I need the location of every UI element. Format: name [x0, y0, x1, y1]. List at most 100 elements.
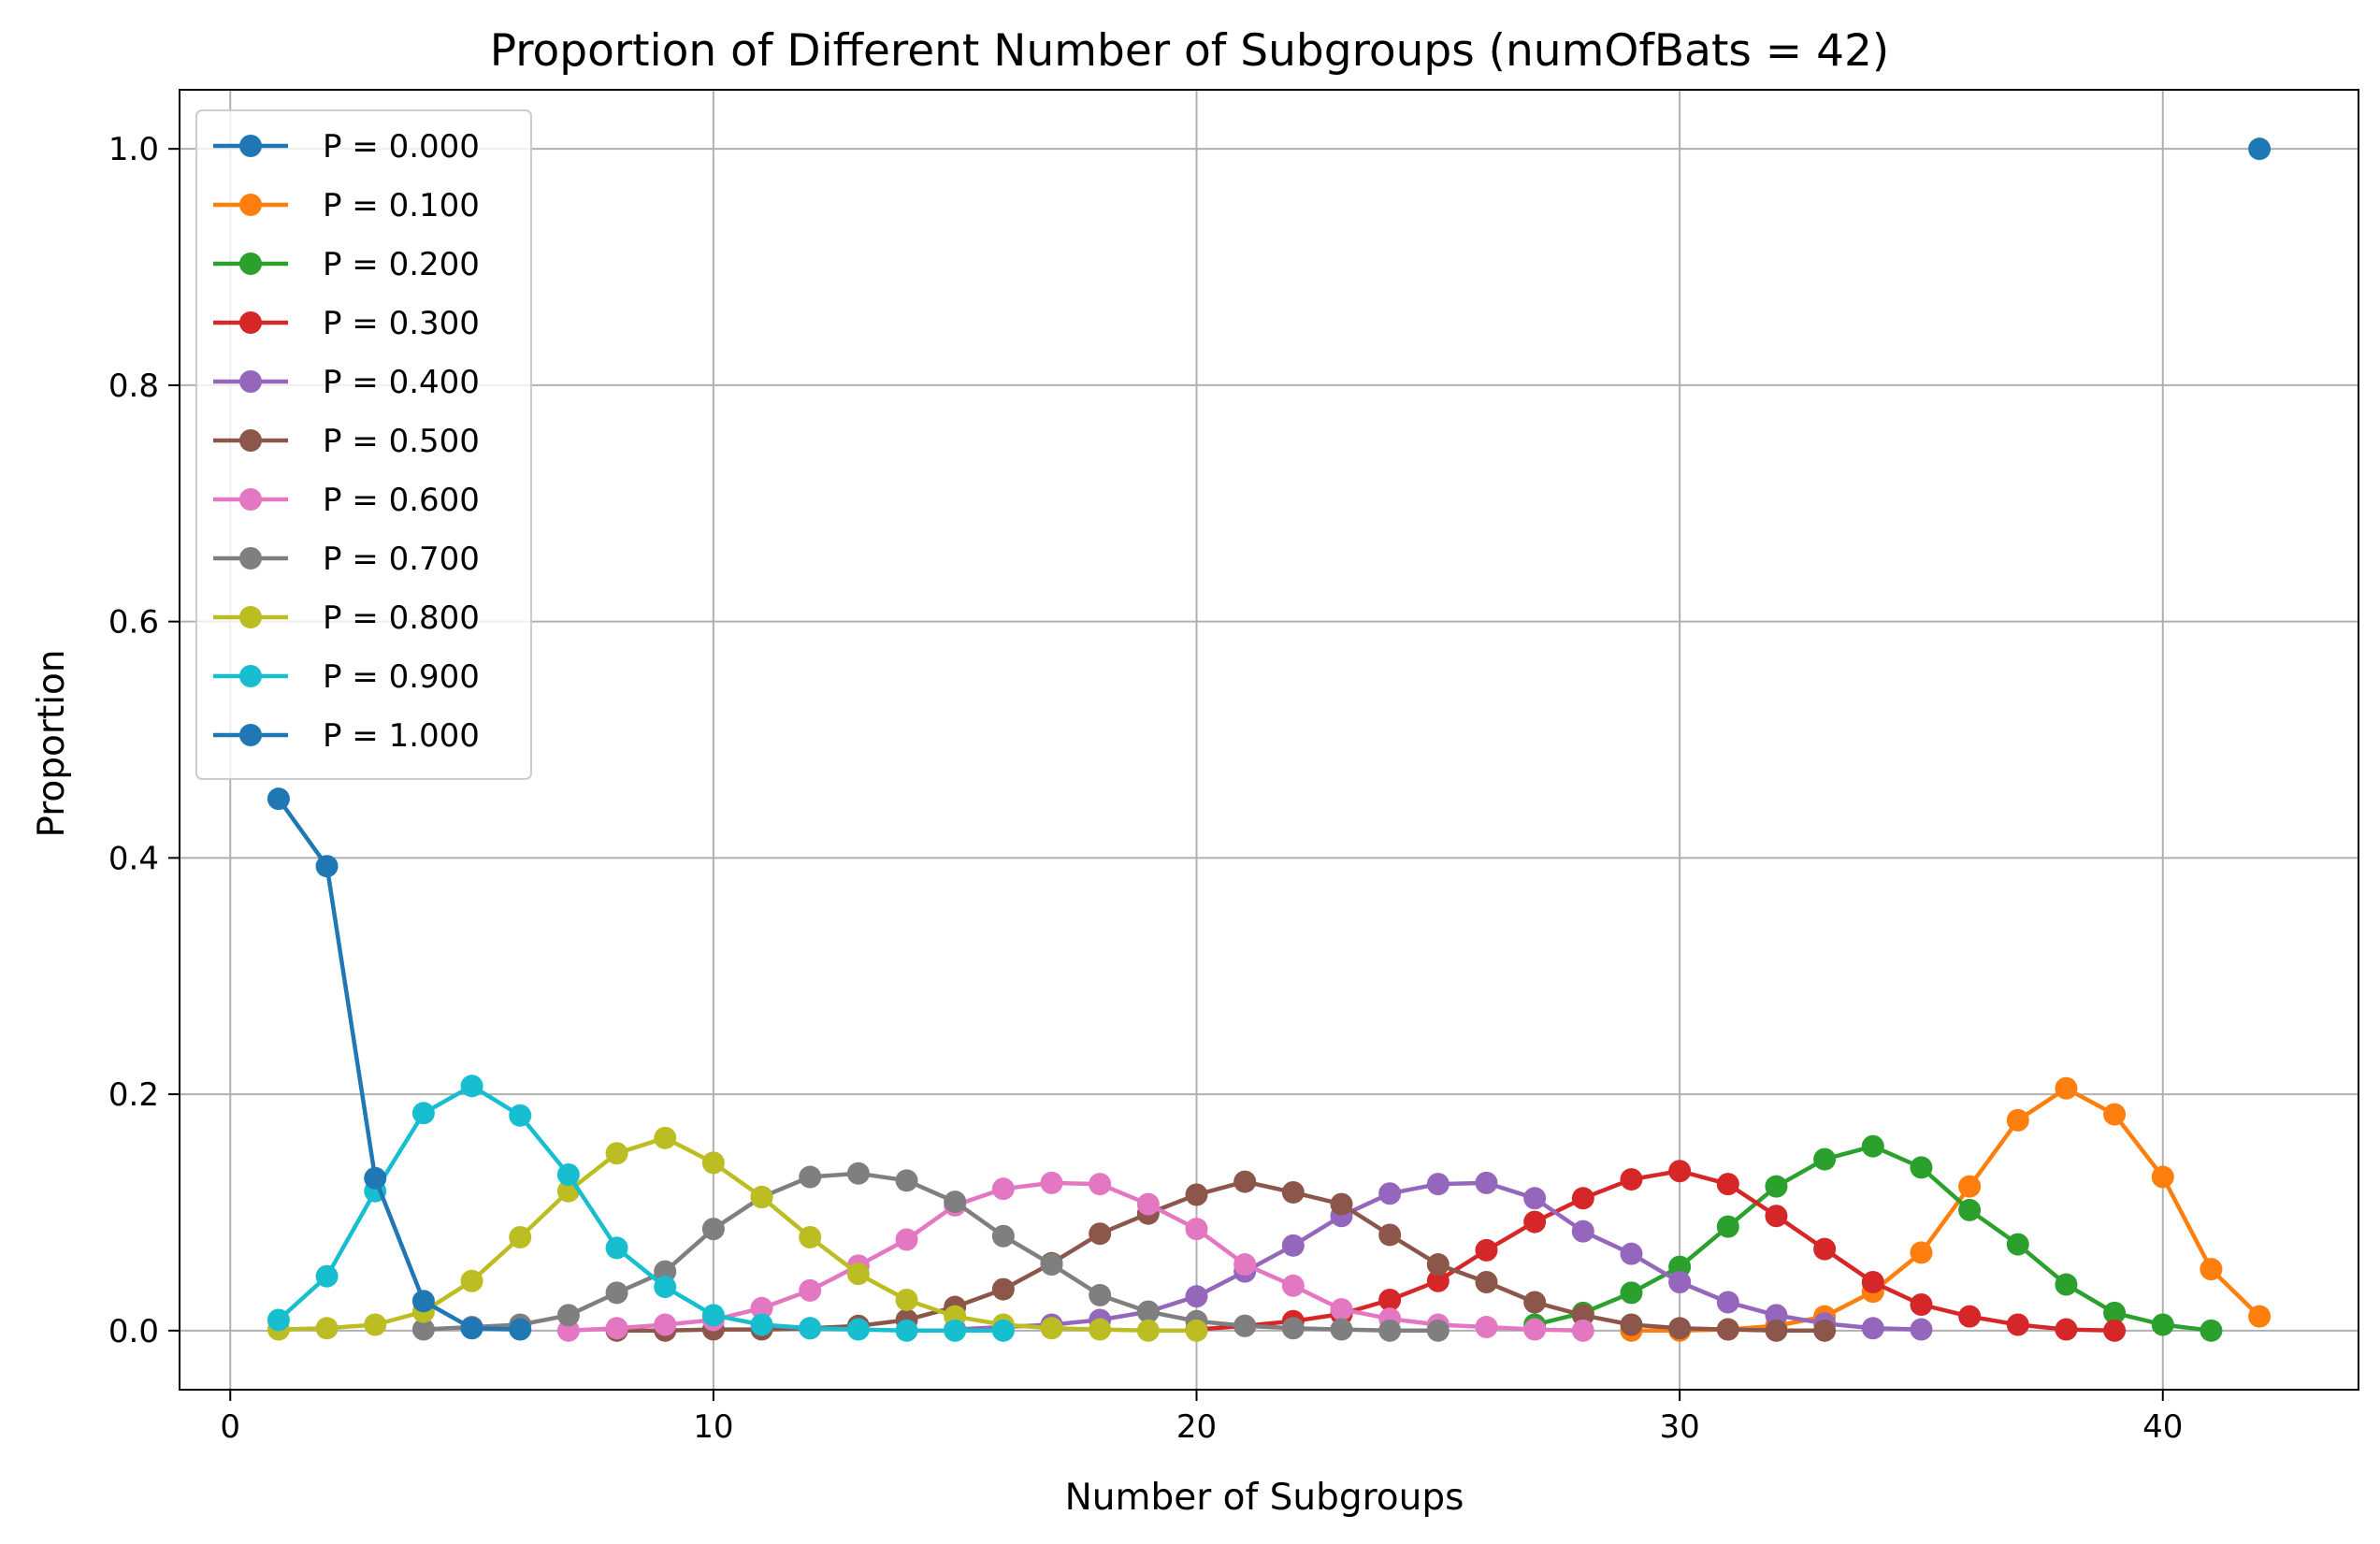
- data-point: [1089, 1283, 1112, 1306]
- data-point: [1765, 1304, 1788, 1327]
- data-point: [2006, 1313, 2029, 1336]
- legend-item: P = 0.500: [213, 423, 480, 460]
- data-point: [1910, 1156, 1933, 1179]
- data-point: [895, 1319, 918, 1342]
- legend-item: P = 1.000: [213, 717, 480, 755]
- data-point: [895, 1288, 918, 1311]
- data-point: [750, 1296, 773, 1320]
- series-lines: [267, 137, 2272, 1342]
- data-point: [509, 1104, 532, 1127]
- data-point: [2200, 1319, 2223, 1342]
- data-point: [411, 1102, 435, 1125]
- data-point: [991, 1277, 1015, 1301]
- data-point: [2006, 1108, 2029, 1132]
- data-point: [1668, 1317, 1692, 1340]
- data-point: [2055, 1076, 2078, 1100]
- data-point: [2248, 1305, 2272, 1328]
- legend-marker: [239, 606, 262, 628]
- data-point: [701, 1304, 725, 1327]
- data-point: [2055, 1273, 2078, 1296]
- data-point: [944, 1319, 967, 1342]
- series-0200: [1523, 1134, 2223, 1342]
- legend-label: P = 0.900: [323, 658, 480, 696]
- series-0000: [2248, 137, 2272, 161]
- legend-item: P = 0.200: [213, 246, 480, 283]
- x-axis-label: Number of Subgroups: [1065, 1477, 1464, 1519]
- data-point: [1813, 1319, 1837, 1342]
- data-point: [1571, 1219, 1594, 1243]
- data-point: [1571, 1319, 1594, 1342]
- data-point: [556, 1163, 580, 1187]
- data-point: [654, 1260, 677, 1283]
- legend-marker: [239, 724, 262, 746]
- x-tick-label: 0: [220, 1408, 240, 1446]
- data-point: [1668, 1271, 1692, 1294]
- data-point: [1523, 1210, 1547, 1234]
- x-tick-label: 40: [2142, 1408, 2183, 1446]
- data-point: [991, 1177, 1015, 1201]
- data-point: [556, 1319, 580, 1342]
- data-point: [2103, 1301, 2127, 1324]
- data-point: [1040, 1317, 1063, 1340]
- data-point: [1281, 1317, 1305, 1340]
- data-point: [1089, 1173, 1112, 1196]
- legend-item: P = 0.600: [213, 482, 480, 519]
- legend-marker: [239, 370, 262, 393]
- legend-marker: [239, 429, 262, 452]
- data-point: [1958, 1305, 1982, 1328]
- data-point: [1571, 1304, 1594, 1327]
- legend-item: P = 0.300: [213, 305, 480, 342]
- data-point: [2200, 1258, 2223, 1281]
- data-point: [605, 1281, 628, 1305]
- data-point: [1523, 1318, 1547, 1341]
- data-point: [1958, 1198, 1982, 1221]
- y-tick-label: 0.4: [108, 840, 159, 877]
- data-point: [1620, 1313, 1643, 1336]
- data-point: [991, 1224, 1015, 1248]
- y-tick-label: 0.6: [108, 604, 159, 642]
- data-point: [1475, 1316, 1498, 1339]
- data-point: [895, 1169, 918, 1192]
- data-point: [1136, 1319, 1160, 1342]
- data-point: [1330, 1192, 1353, 1216]
- data-point: [750, 1313, 773, 1336]
- data-point: [750, 1186, 773, 1209]
- data-point: [1426, 1269, 1450, 1292]
- data-point: [1765, 1319, 1788, 1342]
- data-point: [1668, 1160, 1692, 1183]
- data-point: [2248, 137, 2272, 161]
- data-point: [799, 1165, 822, 1189]
- data-point: [1426, 1173, 1450, 1196]
- series-0700: [411, 1162, 1450, 1342]
- data-point: [654, 1313, 677, 1336]
- data-point: [1716, 1291, 1739, 1314]
- data-point: [364, 1166, 387, 1190]
- chart-title: Proportion of Different Number of Subgro…: [490, 25, 1890, 77]
- legend-label: P = 0.700: [323, 541, 480, 578]
- x-axis-ticks: 0 10 20 30 40: [220, 1390, 2183, 1446]
- data-point: [799, 1317, 822, 1340]
- data-point: [1233, 1253, 1257, 1277]
- x-tick-label: 30: [1660, 1408, 1700, 1446]
- data-point: [1523, 1291, 1547, 1314]
- data-point: [1281, 1234, 1305, 1257]
- data-point: [411, 1290, 435, 1313]
- data-point: [1475, 1271, 1498, 1294]
- data-point: [1475, 1171, 1498, 1194]
- legend-box: [195, 109, 532, 780]
- data-point: [1958, 1175, 1982, 1198]
- legend-label: P = 0.300: [323, 305, 480, 342]
- data-point: [1910, 1318, 1933, 1341]
- legend-item: P = 0.000: [213, 128, 480, 166]
- y-tick-label: 0.2: [108, 1076, 159, 1114]
- legend-marker: [239, 311, 262, 334]
- data-point: [1233, 1314, 1257, 1337]
- data-point: [654, 1276, 677, 1299]
- legend-label: P = 0.800: [323, 599, 480, 637]
- legend: P = 0.000 P = 0.100 P = 0.200 P = 0.300 P = …: [195, 109, 532, 780]
- data-point: [1620, 1168, 1643, 1191]
- data-point: [267, 787, 290, 811]
- data-point: [411, 1318, 435, 1341]
- data-point: [1136, 1192, 1160, 1216]
- data-point: [1378, 1319, 1402, 1342]
